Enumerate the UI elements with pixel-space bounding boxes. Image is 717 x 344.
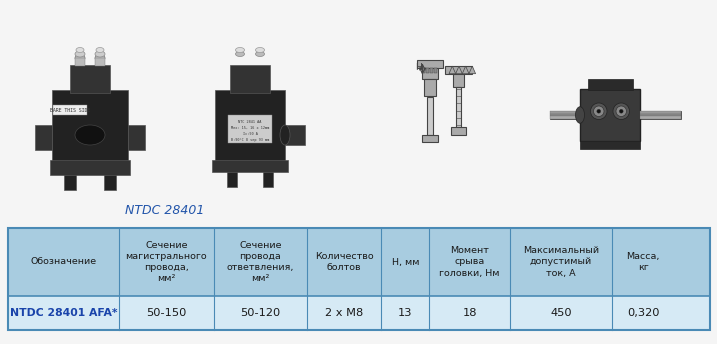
Bar <box>427 97 433 135</box>
Bar <box>451 127 466 135</box>
Text: NTDC 28401 AFA*: NTDC 28401 AFA* <box>10 308 117 318</box>
Polygon shape <box>449 66 455 74</box>
Ellipse shape <box>255 52 265 56</box>
Bar <box>417 61 443 68</box>
Bar <box>230 65 270 93</box>
FancyBboxPatch shape <box>215 90 285 165</box>
Bar <box>640 114 681 116</box>
Bar <box>424 79 436 97</box>
Bar <box>640 111 681 119</box>
Text: BARE THIS SIDE: BARE THIS SIDE <box>50 107 90 112</box>
Bar <box>580 141 640 149</box>
Ellipse shape <box>616 106 627 117</box>
Text: 2 х М8: 2 х М8 <box>325 308 364 318</box>
Text: NTC 2841 AA: NTC 2841 AA <box>238 120 262 124</box>
FancyBboxPatch shape <box>50 160 130 175</box>
Polygon shape <box>455 66 462 74</box>
Bar <box>550 111 580 114</box>
Bar <box>70 65 110 93</box>
Polygon shape <box>469 66 475 74</box>
Text: Сечение
провода
ответвления,
мм²: Сечение провода ответвления, мм² <box>227 241 294 283</box>
Text: 50-150: 50-150 <box>146 308 186 318</box>
Text: 450: 450 <box>550 308 571 318</box>
Bar <box>75 58 85 66</box>
Bar <box>35 125 52 150</box>
Ellipse shape <box>75 54 85 62</box>
Bar <box>8 228 710 296</box>
Ellipse shape <box>76 47 84 53</box>
Ellipse shape <box>613 103 630 119</box>
Text: Сечение
магистрального
провода,
мм²: Сечение магистрального провода, мм² <box>125 241 207 283</box>
Bar <box>422 135 437 142</box>
Ellipse shape <box>75 51 85 57</box>
Text: 0,320: 0,320 <box>627 308 660 318</box>
Text: H: H <box>416 64 422 73</box>
Bar <box>550 111 580 119</box>
Text: NTDC 28401: NTDC 28401 <box>125 204 204 216</box>
Bar <box>453 74 464 87</box>
Ellipse shape <box>280 125 290 145</box>
Ellipse shape <box>235 47 244 53</box>
Bar <box>422 68 425 73</box>
Bar <box>263 165 273 187</box>
Ellipse shape <box>235 52 244 56</box>
Ellipse shape <box>255 47 265 53</box>
Ellipse shape <box>619 109 623 113</box>
Bar <box>455 87 461 127</box>
FancyBboxPatch shape <box>212 160 288 172</box>
Ellipse shape <box>597 109 601 113</box>
Ellipse shape <box>594 106 604 117</box>
Ellipse shape <box>95 51 105 57</box>
Bar <box>285 125 305 145</box>
Bar <box>550 114 580 116</box>
Ellipse shape <box>75 125 105 145</box>
Bar <box>8 296 710 330</box>
Text: B:90°C 8 sep 93 mm: B:90°C 8 sep 93 mm <box>231 138 269 142</box>
Bar <box>445 66 472 74</box>
Text: H, мм: H, мм <box>391 258 419 267</box>
Text: Масса,
кг: Масса, кг <box>627 252 660 272</box>
Bar <box>587 79 632 90</box>
Bar <box>426 68 429 73</box>
Text: Количество
болтов: Количество болтов <box>315 252 374 272</box>
Ellipse shape <box>95 54 105 62</box>
Bar <box>8 228 710 330</box>
Bar <box>104 165 116 190</box>
Text: 13: 13 <box>398 308 412 318</box>
Bar <box>95 58 105 66</box>
Text: Момент
срыва
головки, Нм: Момент срыва головки, Нм <box>440 246 500 278</box>
Bar <box>430 68 433 73</box>
Bar <box>640 111 681 114</box>
FancyBboxPatch shape <box>580 89 640 141</box>
Bar <box>640 116 681 119</box>
Polygon shape <box>462 66 469 74</box>
Text: Обозначение: Обозначение <box>30 258 97 267</box>
Text: 18: 18 <box>462 308 477 318</box>
Text: Максимальный
допустимый
ток, А: Максимальный допустимый ток, А <box>523 246 599 278</box>
Bar <box>227 165 237 187</box>
Bar <box>228 115 272 143</box>
Text: 50-120: 50-120 <box>240 308 280 318</box>
Text: Mex: 15, 16 x 12mm: Mex: 15, 16 x 12mm <box>231 126 269 130</box>
Text: Ic:90 A: Ic:90 A <box>242 132 257 136</box>
Ellipse shape <box>576 107 584 123</box>
Ellipse shape <box>96 47 104 53</box>
Ellipse shape <box>591 103 607 119</box>
FancyBboxPatch shape <box>52 90 128 165</box>
Bar <box>434 68 437 73</box>
Bar <box>64 165 76 190</box>
Bar <box>53 105 87 115</box>
Bar <box>128 125 145 150</box>
Bar <box>422 68 437 79</box>
Bar <box>550 116 580 119</box>
